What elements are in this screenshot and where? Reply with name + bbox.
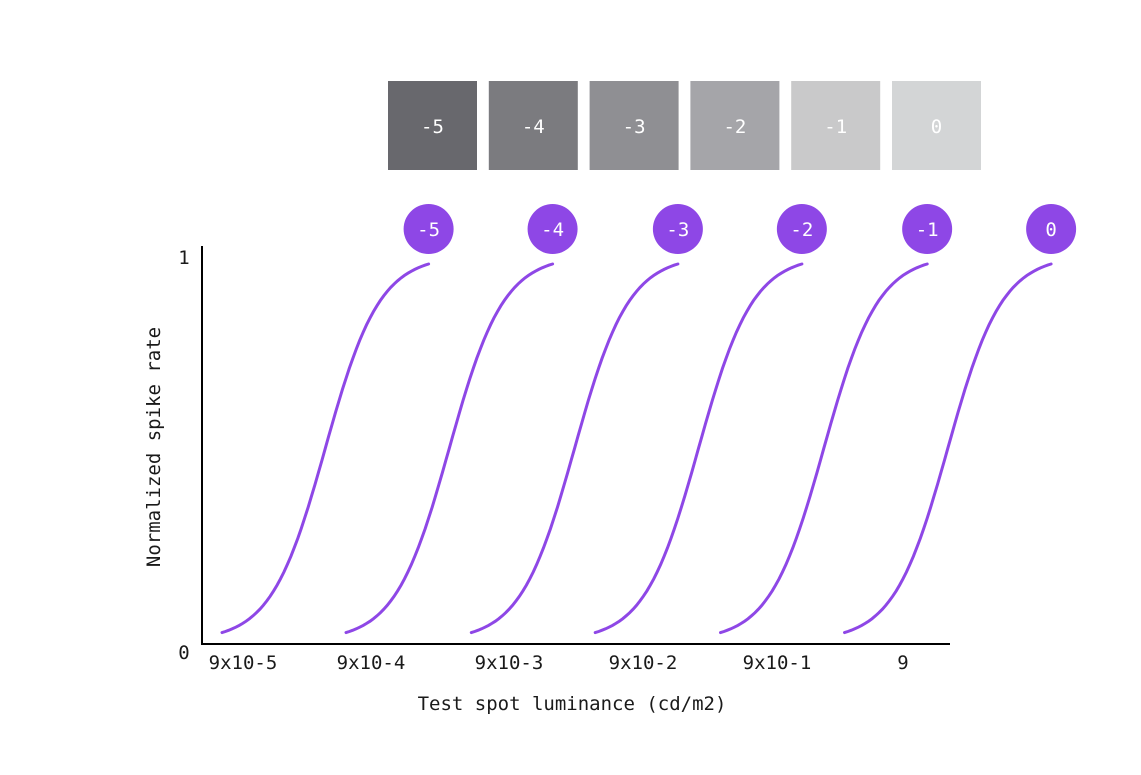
swatch-label: -2 (723, 116, 746, 138)
curve-badge: -3 (652, 204, 703, 254)
badge-circle (527, 204, 578, 254)
badge-circle (776, 204, 827, 254)
swatch-label: -5 (421, 116, 444, 138)
response-curve (344, 262, 555, 635)
swatch-rect (791, 81, 881, 170)
badge-label: -4 (541, 219, 564, 241)
badge-label: -2 (790, 219, 813, 241)
adaptation-swatch: 0 (892, 81, 981, 170)
badge-label: -5 (417, 219, 440, 241)
curve-badge: -2 (776, 204, 827, 254)
swatch-rect (690, 81, 780, 170)
curve-badge: -5 (403, 204, 454, 254)
x-tick-label: 9x10-4 (337, 652, 406, 674)
response-curve (719, 262, 929, 635)
x-axis-title: Test spot luminance (cd/m2) (418, 693, 727, 715)
axes (201, 246, 950, 645)
badge-label: -3 (666, 219, 689, 241)
response-curve (593, 262, 804, 635)
swatch-rect (892, 81, 981, 170)
x-tick-label: 9 (897, 652, 908, 674)
x-tick-labels: 9x10-5 9x10-4 9x10-3 9x10-2 9x10-1 9 (209, 652, 909, 674)
swatch-rect (589, 81, 679, 170)
swatch-rect (388, 81, 477, 170)
curve-label-badges: -5 -4 -3 -2 -1 0 (403, 204, 1077, 254)
badge-circle (403, 204, 454, 254)
response-curve (843, 262, 1053, 635)
x-tick-label: 9x10-1 (743, 652, 812, 674)
badge-circle (652, 204, 703, 254)
curve-badge: -1 (902, 204, 953, 254)
badge-label: -1 (916, 219, 939, 241)
swatch-rect (488, 81, 578, 170)
response-curves (220, 262, 1053, 635)
response-curve (220, 262, 431, 635)
adaptation-swatch: -5 (388, 81, 477, 170)
adaptation-swatch: -2 (690, 81, 780, 170)
response-curve (469, 262, 680, 635)
adaptation-swatch: -4 (488, 81, 578, 170)
adaptation-swatch: -1 (791, 81, 881, 170)
badge-label: 0 (1045, 219, 1056, 241)
curve-badge: 0 (1026, 204, 1077, 254)
y-tick-label: 0 (178, 642, 189, 664)
badge-circle (902, 204, 953, 254)
swatch-label: -1 (824, 116, 847, 138)
swatch-label: 0 (931, 116, 942, 138)
swatch-label: -3 (623, 116, 646, 138)
y-axis-title: Normalized spike rate (143, 327, 165, 567)
adaptation-swatches: -5 -4 -3 -2 -1 0 (388, 81, 981, 170)
y-tick-label: 1 (178, 247, 189, 269)
x-tick-label: 9x10-5 (209, 652, 278, 674)
swatch-label: -4 (522, 116, 545, 138)
x-tick-label: 9x10-2 (609, 652, 678, 674)
y-tick-labels: 01 (178, 247, 189, 664)
adaptation-swatch: -3 (589, 81, 679, 170)
badge-circle (1026, 204, 1077, 254)
curve-badge: -4 (527, 204, 578, 254)
x-tick-label: 9x10-3 (475, 652, 544, 674)
